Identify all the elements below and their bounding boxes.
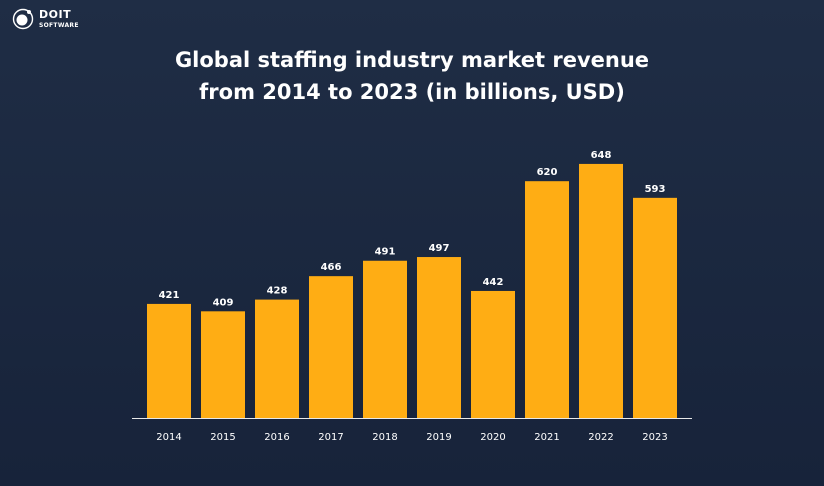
data-label-2019: 497 (429, 243, 450, 254)
x-tick-label-2015: 2015 (210, 432, 235, 443)
bar-2022 (579, 163, 623, 418)
x-tick-label-2017: 2017 (318, 432, 343, 443)
x-tick-label-2023: 2023 (642, 432, 667, 443)
bar-2016 (255, 299, 299, 418)
bar-2015 (201, 311, 245, 418)
x-tick-label-2014: 2014 (156, 432, 181, 443)
x-tick-label-2019: 2019 (426, 432, 451, 443)
data-label-2018: 491 (375, 247, 396, 258)
logo-text-block: DOIT SOFTWARE (39, 8, 79, 30)
data-label-2023: 593 (645, 184, 666, 195)
data-label-2020: 442 (483, 277, 504, 288)
bar-2014 (147, 303, 191, 418)
data-label-2021: 620 (537, 167, 558, 178)
bar-2018 (363, 260, 407, 418)
logo-text: DOIT (39, 8, 72, 21)
bar-2020 (471, 290, 515, 418)
x-tick-label-2022: 2022 (588, 432, 613, 443)
chart-title-line-2: from 2014 to 2023 (in billions, USD) (199, 80, 625, 104)
x-tick-label-2020: 2020 (480, 432, 505, 443)
bar-2021 (525, 181, 569, 418)
logo-icon (12, 8, 34, 30)
bar-2017 (309, 276, 353, 418)
chart-title-line-1: Global staffing industry market revenue (174, 48, 650, 72)
x-tick-label-2016: 2016 (264, 432, 289, 443)
logo: DOIT SOFTWARE (12, 8, 79, 30)
x-tick-label-2021: 2021 (534, 432, 559, 443)
data-label-2022: 648 (591, 150, 612, 161)
bar-2019 (417, 257, 461, 418)
x-tick-label-2018: 2018 (372, 432, 397, 443)
data-label-2016: 428 (267, 286, 288, 297)
logo-subtext: SOFTWARE (39, 22, 79, 29)
data-label-2015: 409 (213, 297, 234, 308)
data-label-2014: 421 (159, 290, 180, 301)
data-label-2017: 466 (321, 262, 342, 273)
bar-2023 (633, 197, 677, 418)
chart-title: Global staffing industry market revenue … (0, 44, 824, 108)
